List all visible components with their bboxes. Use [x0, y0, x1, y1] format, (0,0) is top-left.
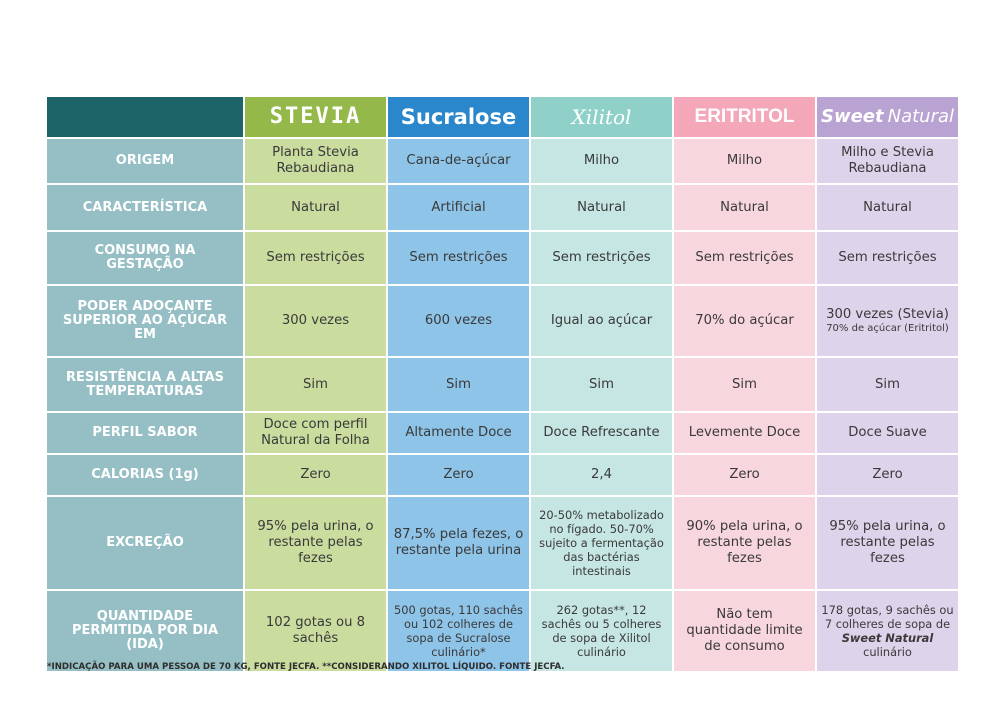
cell-sucralose-poder: 600 vezes — [388, 286, 529, 356]
cell-sweet-caracteristica: Natural — [817, 185, 958, 230]
cell-sweet-quantidade: 178 gotas, 9 sachês ou 7 colheres de sop… — [817, 591, 958, 671]
header-sweet-light: Natural — [887, 106, 955, 127]
cell-eritritol-excrecao: 90% pela urina, o restante pelas fezes — [674, 497, 815, 589]
cell-sucralose-resistencia: Sim — [388, 358, 529, 411]
header-corner — [47, 97, 243, 137]
cell-sweet-resistencia: Sim — [817, 358, 958, 411]
cell-stevia-calorias: Zero — [245, 455, 386, 495]
header-sweet-bold: Sweet — [820, 106, 884, 127]
row-label-resistencia: RESISTÊNCIA A ALTAS TEMPERATURAS — [47, 358, 243, 411]
cell-eritritol-gestacao: Sem restrições — [674, 232, 815, 284]
cell-xilitol-sabor: Doce Refrescante — [531, 413, 672, 453]
cell-xilitol-resistencia: Sim — [531, 358, 672, 411]
cell-sucralose-excrecao: 87,5% pela fezes, o restante pela urina — [388, 497, 529, 589]
cell-stevia-origem: Planta Stevia Rebaudiana — [245, 139, 386, 183]
header-stevia: STEVIA — [245, 97, 386, 137]
cell-eritritol-resistencia: Sim — [674, 358, 815, 411]
cell-sweet-poder-sub: 70% de açúcar (Eritritol) — [826, 323, 949, 334]
cell-xilitol-gestacao: Sem restrições — [531, 232, 672, 284]
cell-eritritol-quantidade: Não tem quantidade limite de consumo — [674, 591, 815, 671]
cell-eritritol-sabor: Levemente Doce — [674, 413, 815, 453]
row-label-perfil-sabor: PERFIL SABOR — [47, 413, 243, 453]
header-eritritol: ERITRITOL — [674, 97, 815, 137]
cell-sucralose-origem: Cana-de-açúcar — [388, 139, 529, 183]
cell-stevia-poder: 300 vezes — [245, 286, 386, 356]
cell-sweet-calorias: Zero — [817, 455, 958, 495]
cell-stevia-gestacao: Sem restrições — [245, 232, 386, 284]
cell-eritritol-caracteristica: Natural — [674, 185, 815, 230]
cell-sucralose-quantidade: 500 gotas, 110 sachês ou 102 colheres de… — [388, 591, 529, 671]
cell-sweet-excrecao: 95% pela urina, o restante pelas fezes — [817, 497, 958, 589]
cell-sweet-origem: Milho e Stevia Rebaudiana — [817, 139, 958, 183]
row-label-excrecao: EXCREÇÃO — [47, 497, 243, 589]
cell-xilitol-calorias: 2,4 — [531, 455, 672, 495]
cell-xilitol-excrecao: 20-50% metabolizado no fígado. 50-70% su… — [531, 497, 672, 589]
cell-xilitol-caracteristica: Natural — [531, 185, 672, 230]
comparison-table: STEVIA Sucralose Xilitol ERITRITOL Sweet… — [47, 97, 958, 671]
cell-sucralose-sabor: Altamente Doce — [388, 413, 529, 453]
cell-eritritol-calorias: Zero — [674, 455, 815, 495]
cell-xilitol-origem: Milho — [531, 139, 672, 183]
cell-sweet-quantidade-pre: 178 gotas, 9 sachês ou 7 colheres de sop… — [821, 603, 954, 631]
cell-stevia-quantidade: 102 gotas ou 8 sachês — [245, 591, 386, 671]
footnote: *INDICAÇÃO PARA UMA PESSOA DE 70 KG, FON… — [47, 662, 565, 672]
row-label-gestacao: CONSUMO NA GESTAÇÃO — [47, 232, 243, 284]
header-sweet-natural: Sweet Natural — [817, 97, 958, 137]
cell-stevia-sabor: Doce com perfil Natural da Folha — [245, 413, 386, 453]
row-label-calorias: CALORIAS (1g) — [47, 455, 243, 495]
cell-sweet-sabor: Doce Suave — [817, 413, 958, 453]
cell-sucralose-gestacao: Sem restrições — [388, 232, 529, 284]
row-label-caracteristica: CARACTERÍSTICA — [47, 185, 243, 230]
row-label-quantidade: QUANTIDADE PERMITIDA POR DIA (IDA) — [47, 591, 243, 671]
cell-sweet-gestacao: Sem restrições — [817, 232, 958, 284]
row-label-origem: ORIGEM — [47, 139, 243, 183]
cell-eritritol-poder: 70% do açúcar — [674, 286, 815, 356]
cell-stevia-caracteristica: Natural — [245, 185, 386, 230]
cell-sweet-quantidade-post: culinário — [863, 645, 912, 659]
cell-sweet-quantidade-brand: Sweet Natural — [841, 631, 934, 645]
cell-sucralose-calorias: Zero — [388, 455, 529, 495]
header-sucralose: Sucralose — [388, 97, 529, 137]
header-xilitol: Xilitol — [531, 97, 672, 137]
row-label-poder-adocante: PODER ADOÇANTE SUPERIOR AO AÇÚCAR EM — [47, 286, 243, 356]
cell-stevia-excrecao: 95% pela urina, o restante pelas fezes — [245, 497, 386, 589]
cell-sweet-poder-main: 300 vezes (Stevia) — [826, 307, 949, 322]
cell-stevia-resistencia: Sim — [245, 358, 386, 411]
cell-xilitol-quantidade: 262 gotas**, 12 sachês ou 5 colheres de … — [531, 591, 672, 671]
cell-sucralose-caracteristica: Artificial — [388, 185, 529, 230]
cell-eritritol-origem: Milho — [674, 139, 815, 183]
cell-xilitol-poder: Igual ao açúcar — [531, 286, 672, 356]
cell-sweet-poder: 300 vezes (Stevia) 70% de açúcar (Eritri… — [817, 286, 958, 356]
